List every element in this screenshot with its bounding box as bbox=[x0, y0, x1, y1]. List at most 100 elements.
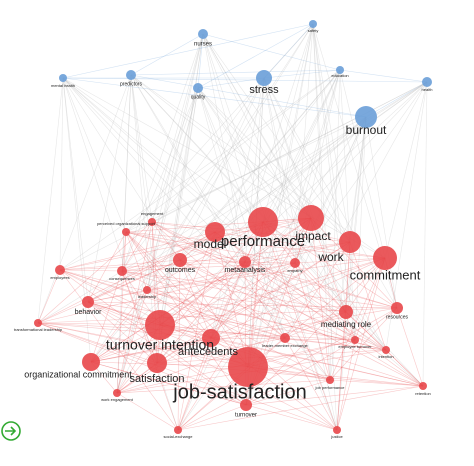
edge bbox=[156, 261, 246, 364]
edge bbox=[151, 221, 351, 243]
edge bbox=[345, 311, 387, 351]
edge bbox=[310, 217, 398, 309]
node-label: commitment bbox=[350, 267, 421, 282]
edge bbox=[263, 77, 398, 309]
edge bbox=[37, 269, 61, 324]
edge bbox=[197, 87, 246, 263]
edge bbox=[263, 23, 314, 79]
edge bbox=[312, 23, 356, 341]
node bbox=[422, 77, 432, 87]
edge bbox=[197, 87, 347, 313]
edge bbox=[210, 337, 331, 381]
edge bbox=[210, 69, 341, 339]
edge bbox=[87, 289, 148, 303]
node bbox=[193, 83, 203, 93]
edge bbox=[354, 257, 386, 341]
edge bbox=[179, 259, 286, 339]
edge bbox=[151, 221, 161, 326]
edge bbox=[87, 262, 296, 303]
node bbox=[122, 228, 130, 236]
edge bbox=[59, 269, 212, 339]
edge bbox=[385, 349, 424, 387]
node bbox=[339, 231, 361, 253]
node-label: work engagement bbox=[101, 397, 134, 402]
edge bbox=[210, 257, 386, 339]
edge bbox=[263, 77, 338, 431]
edge bbox=[179, 259, 387, 351]
edge bbox=[87, 259, 181, 303]
edge bbox=[37, 322, 158, 364]
edge bbox=[125, 231, 338, 431]
edge bbox=[130, 74, 161, 326]
edge bbox=[177, 69, 341, 431]
edge bbox=[263, 77, 347, 313]
edge bbox=[125, 231, 398, 309]
node-label: job performance bbox=[315, 385, 346, 390]
edge bbox=[177, 404, 247, 431]
edge bbox=[197, 23, 314, 89]
edge bbox=[116, 33, 204, 394]
node-label: performance bbox=[221, 233, 305, 250]
node-label: health bbox=[422, 87, 433, 92]
edge bbox=[294, 262, 331, 381]
edge bbox=[177, 337, 212, 431]
edge bbox=[62, 77, 424, 387]
edge bbox=[37, 77, 64, 324]
node bbox=[290, 258, 300, 268]
node-label: turnover intention bbox=[106, 337, 214, 353]
edge bbox=[310, 217, 331, 381]
edge bbox=[151, 81, 428, 223]
edge bbox=[125, 116, 367, 233]
edge bbox=[62, 77, 89, 303]
edge bbox=[121, 241, 351, 272]
edge bbox=[396, 307, 424, 387]
node-label: mediating role bbox=[321, 320, 372, 329]
edge bbox=[90, 262, 296, 363]
edge bbox=[59, 269, 123, 272]
edge bbox=[37, 74, 132, 324]
edge bbox=[197, 33, 204, 89]
edge bbox=[59, 77, 64, 271]
zoom-icon[interactable] bbox=[1, 421, 21, 441]
edge bbox=[244, 77, 265, 263]
edge bbox=[177, 81, 428, 431]
edge bbox=[339, 69, 428, 83]
edge bbox=[159, 33, 204, 326]
edge bbox=[151, 221, 424, 387]
edge bbox=[146, 289, 286, 339]
node-label: intention bbox=[378, 354, 393, 359]
edge bbox=[90, 217, 312, 363]
edge bbox=[197, 87, 286, 339]
node bbox=[339, 305, 353, 319]
edge bbox=[90, 69, 341, 363]
node bbox=[82, 353, 100, 371]
edge bbox=[245, 257, 386, 406]
edge bbox=[336, 116, 367, 431]
edge bbox=[121, 270, 331, 381]
node bbox=[198, 29, 208, 39]
edge bbox=[354, 307, 398, 341]
edge bbox=[121, 270, 179, 431]
node-label: stress bbox=[249, 84, 279, 96]
node-label: antecedents bbox=[178, 346, 238, 358]
edge bbox=[245, 23, 314, 406]
edge bbox=[59, 269, 179, 431]
edge bbox=[156, 241, 351, 364]
edge bbox=[37, 262, 296, 324]
node-label: satisfaction bbox=[129, 373, 184, 385]
node-label: perceived organizational support bbox=[97, 221, 156, 226]
edge bbox=[59, 69, 341, 271]
node bbox=[59, 74, 67, 82]
node bbox=[82, 296, 94, 308]
edge bbox=[312, 23, 351, 243]
edge bbox=[121, 270, 398, 309]
edge bbox=[87, 301, 247, 406]
node-label: consequences bbox=[109, 276, 135, 281]
node bbox=[248, 207, 278, 237]
node-label: transformational leadership bbox=[14, 327, 63, 332]
edge bbox=[125, 69, 341, 233]
node bbox=[145, 310, 175, 340]
edge bbox=[262, 23, 314, 223]
